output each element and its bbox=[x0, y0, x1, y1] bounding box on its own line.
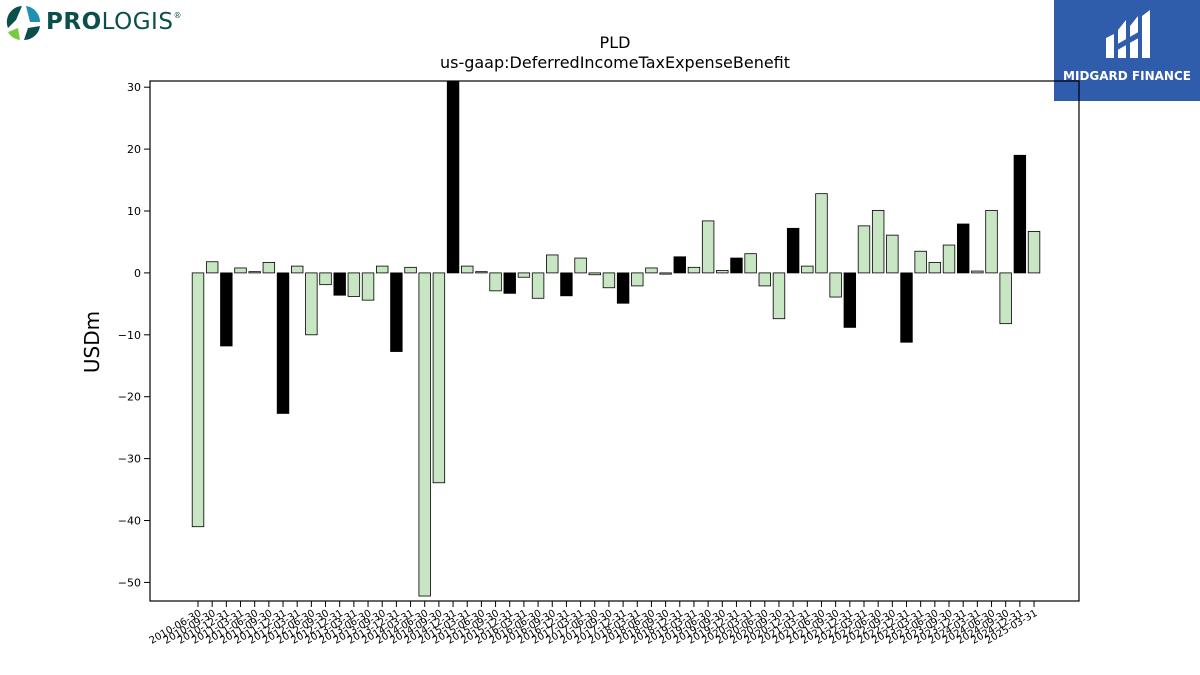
bar-2025-03-31 bbox=[1027, 231, 1041, 274]
logo-text-light: LOGIS bbox=[101, 9, 174, 35]
bar-2021-12-31 bbox=[843, 272, 857, 328]
bar-2014-09-30 bbox=[432, 272, 446, 484]
bar-2010-09-30 bbox=[205, 261, 219, 274]
registered-mark: ® bbox=[173, 11, 182, 20]
bar-2023-09-30 bbox=[942, 244, 956, 274]
bar-2014-06-30 bbox=[418, 272, 431, 597]
bar-2024-06-30 bbox=[985, 209, 998, 274]
y-tick-label: −10 bbox=[118, 329, 141, 342]
bar-2023-03-31 bbox=[914, 250, 927, 274]
bar-2022-09-30 bbox=[886, 234, 899, 274]
bar-2014-03-31 bbox=[404, 266, 417, 274]
bar-2023-12-31 bbox=[956, 223, 970, 274]
y-tick-label: −50 bbox=[118, 576, 141, 589]
bar-2010-06-30 bbox=[191, 272, 205, 528]
bar-2021-06-30 bbox=[815, 193, 828, 274]
prologis-logo: PROLOGIS® bbox=[0, 0, 200, 46]
midgard-finance-badge: MIDGARD FINANCE bbox=[1054, 0, 1200, 101]
bar-2019-12-31 bbox=[730, 257, 743, 274]
chart-subtitle: us-gaap:DeferredIncomeTaxExpenseBenefit bbox=[440, 53, 790, 72]
badge-text: MIDGARD FINANCE bbox=[1063, 69, 1191, 83]
bar-2016-09-30 bbox=[546, 254, 559, 274]
bar-2018-03-31 bbox=[631, 272, 644, 287]
prologis-globe-icon bbox=[6, 6, 41, 41]
bar-2011-03-31 bbox=[234, 267, 247, 274]
bar-2015-12-31 bbox=[503, 272, 516, 294]
bar-2011-09-30 bbox=[262, 261, 276, 274]
bar-2022-03-31 bbox=[857, 225, 871, 274]
bar-2013-12-31 bbox=[390, 272, 403, 352]
bar-2012-03-31 bbox=[290, 265, 304, 274]
bar-2016-12-31 bbox=[560, 272, 573, 297]
bar-2021-09-30 bbox=[829, 272, 842, 298]
bar-2019-09-30 bbox=[716, 270, 729, 274]
y-tick-label: 20 bbox=[127, 143, 141, 156]
prologis-wordmark: PROLOGIS® bbox=[46, 9, 182, 35]
bar-2011-12-31 bbox=[276, 272, 290, 414]
bar-2020-09-30 bbox=[772, 272, 786, 320]
bar-2013-09-30 bbox=[376, 265, 389, 274]
bar-2015-09-30 bbox=[489, 272, 502, 292]
bar-2017-12-31 bbox=[616, 272, 630, 304]
bar-2024-09-30 bbox=[999, 272, 1012, 325]
bar-2022-12-31 bbox=[900, 272, 913, 343]
bar-2011-06-30 bbox=[248, 271, 261, 274]
y-tick-label: −40 bbox=[118, 515, 141, 528]
bar-2018-09-30 bbox=[659, 272, 672, 275]
bar-2024-03-31 bbox=[971, 270, 984, 274]
bar-2015-03-31 bbox=[461, 265, 474, 274]
y-ticks-group: −50 −40 −30 −20 −10 0 10 20 30 bbox=[118, 81, 150, 589]
x-ticks-group: 2010-06-302010-09-302010-12-312011-03-31… bbox=[148, 601, 1040, 647]
bar-2013-06-30 bbox=[361, 272, 375, 301]
chart-title: PLD bbox=[600, 33, 631, 52]
y-tick-label: 30 bbox=[127, 81, 141, 94]
bar-2020-03-31 bbox=[744, 253, 757, 274]
bar-2020-06-30 bbox=[758, 272, 772, 287]
bar-2012-06-30 bbox=[305, 272, 318, 336]
bar-2015-06-30 bbox=[475, 271, 488, 274]
bar-2017-06-30 bbox=[588, 272, 601, 276]
bar-2016-03-31 bbox=[517, 272, 531, 278]
bar-2012-12-31 bbox=[333, 272, 346, 296]
bar-2017-03-31 bbox=[574, 257, 587, 274]
bar-2014-12-31 bbox=[446, 80, 460, 274]
bar-2023-06-30 bbox=[928, 261, 942, 274]
bar-2020-12-31 bbox=[786, 227, 800, 274]
bar-2017-09-30 bbox=[602, 272, 616, 289]
midgard-logo-icon bbox=[1106, 10, 1150, 58]
bar-2022-06-30 bbox=[871, 209, 885, 274]
bar-2018-12-31 bbox=[673, 256, 686, 274]
bar-2021-03-31 bbox=[801, 265, 814, 274]
bars-group bbox=[191, 80, 1041, 597]
bar-2018-06-30 bbox=[645, 267, 658, 274]
y-tick-label: −20 bbox=[118, 391, 141, 404]
bar-2016-06-30 bbox=[531, 272, 545, 299]
bar-2024-12-31 bbox=[1013, 154, 1027, 274]
y-tick-label: 0 bbox=[134, 267, 141, 280]
y-axis-label: USDm bbox=[80, 311, 104, 373]
y-tick-label: 10 bbox=[127, 205, 141, 218]
bar-2012-09-30 bbox=[319, 272, 332, 286]
bar-2013-03-31 bbox=[347, 272, 361, 297]
y-tick-label: −30 bbox=[118, 453, 141, 466]
bar-2019-06-30 bbox=[701, 220, 715, 274]
bar-2019-03-31 bbox=[687, 266, 701, 274]
logo-text-bold: PRO bbox=[46, 9, 102, 35]
plot-frame bbox=[149, 80, 1080, 602]
bar-2010-12-31 bbox=[220, 272, 233, 347]
